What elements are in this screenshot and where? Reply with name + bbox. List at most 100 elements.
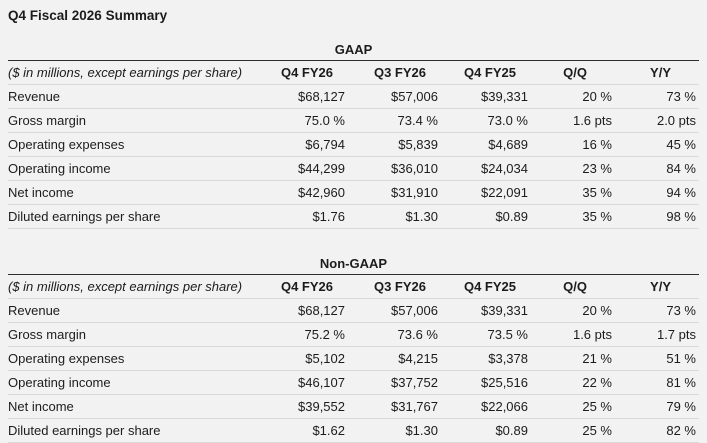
cell-value: $39,331 [441, 298, 531, 323]
cell-value: 25 % [531, 394, 615, 419]
gaap-table: ($ in millions, except earnings per shar… [8, 60, 699, 229]
row-label: Diluted earnings per share [8, 418, 248, 443]
cell-value: 98 % [615, 204, 699, 229]
table-row: Operating income $44,299 $36,010 $24,034 23 … [8, 156, 699, 181]
cell-value: 73.5 % [441, 322, 531, 347]
column-header-q3-fy26: Q3 FY26 [348, 60, 441, 85]
non-gaap-section: Non-GAAP ($ in millions, except earnings… [8, 256, 699, 443]
table-row: Net income $42,960 $31,910 $22,091 35 % 94 % [8, 180, 699, 205]
cell-value: 1.6 pts [531, 108, 615, 133]
cell-value: 20 % [531, 298, 615, 323]
cell-value: 94 % [615, 180, 699, 205]
cell-value: $68,127 [248, 298, 348, 323]
row-label: Revenue [8, 298, 248, 323]
page-title: Q4 Fiscal 2026 Summary [8, 8, 168, 23]
cell-value: $24,034 [441, 156, 531, 181]
cell-value: $57,006 [348, 84, 441, 109]
table-row: Operating expenses $5,102 $4,215 $3,378 21 %… [8, 346, 699, 371]
table-row: Revenue $68,127 $57,006 $39,331 20 % 73 % [8, 298, 699, 323]
cell-value: $6,794 [248, 132, 348, 157]
table-row: Gross margin 75.2 % 73.6 % 73.5 % 1.6 pts 1.7… [8, 322, 699, 347]
cell-value: $22,091 [441, 180, 531, 205]
column-header-y-y: Y/Y [615, 60, 699, 85]
cell-value: 51 % [615, 346, 699, 371]
cell-value: $1.62 [248, 418, 348, 443]
column-header-q-q: Q/Q [531, 60, 615, 85]
cell-value: $57,006 [348, 298, 441, 323]
cell-value: 73.4 % [348, 108, 441, 133]
table-row: Net income $39,552 $31,767 $22,066 25 % 79 % [8, 394, 699, 419]
non-gaap-section-title: Non-GAAP [319, 256, 388, 271]
cell-value: 45 % [615, 132, 699, 157]
header-row: ($ in millions, except earnings per shar… [8, 274, 699, 299]
column-header-y-y: Y/Y [615, 274, 699, 299]
cell-value: 82 % [615, 418, 699, 443]
cell-value: $25,516 [441, 370, 531, 395]
cell-value: 16 % [531, 132, 615, 157]
cell-value: 22 % [531, 370, 615, 395]
row-label: Revenue [8, 84, 248, 109]
table-units-note: ($ in millions, except earnings per shar… [8, 274, 248, 299]
cell-value: $1.76 [248, 204, 348, 229]
cell-value: $22,066 [441, 394, 531, 419]
cell-value: 75.2 % [248, 322, 348, 347]
cell-value: $1.30 [348, 418, 441, 443]
row-label: Gross margin [8, 108, 248, 133]
cell-value: $37,752 [348, 370, 441, 395]
cell-value: $1.30 [348, 204, 441, 229]
row-label: Operating income [8, 156, 248, 181]
cell-value: 84 % [615, 156, 699, 181]
column-header-q4-fy26: Q4 FY26 [248, 274, 348, 299]
row-label: Gross margin [8, 322, 248, 347]
table-row: Operating expenses $6,794 $5,839 $4,689 16 %… [8, 132, 699, 157]
cell-value: 35 % [531, 180, 615, 205]
cell-value: 20 % [531, 84, 615, 109]
cell-value: $31,910 [348, 180, 441, 205]
cell-value: 73.0 % [441, 108, 531, 133]
cell-value: $44,299 [248, 156, 348, 181]
table-row: Revenue $68,127 $57,006 $39,331 20 % 73 % [8, 84, 699, 109]
cell-value: $36,010 [348, 156, 441, 181]
cell-value: $5,839 [348, 132, 441, 157]
table-row: Gross margin 75.0 % 73.4 % 73.0 % 1.6 pts 2.0… [8, 108, 699, 133]
gaap-section: GAAP ($ in millions, except earnings per… [8, 42, 699, 229]
row-label: Net income [8, 180, 248, 205]
cell-value: $5,102 [248, 346, 348, 371]
row-label: Operating expenses [8, 346, 248, 371]
table-row: Diluted earnings per share $1.76 $1.30 $0.8… [8, 204, 699, 229]
cell-value: 23 % [531, 156, 615, 181]
non-gaap-table: ($ in millions, except earnings per shar… [8, 274, 699, 443]
cell-value: 25 % [531, 418, 615, 443]
cell-value: 73 % [615, 298, 699, 323]
column-header-q4-fy25: Q4 FY25 [441, 274, 531, 299]
column-header-q3-fy26: Q3 FY26 [348, 274, 441, 299]
cell-value: $39,331 [441, 84, 531, 109]
cell-value: $0.89 [441, 204, 531, 229]
table-units-note: ($ in millions, except earnings per shar… [8, 60, 248, 85]
cell-value: 81 % [615, 370, 699, 395]
cell-value: $46,107 [248, 370, 348, 395]
cell-value: 21 % [531, 346, 615, 371]
cell-value: 73 % [615, 84, 699, 109]
cell-value: 79 % [615, 394, 699, 419]
row-label: Operating expenses [8, 132, 248, 157]
cell-value: 75.0 % [248, 108, 348, 133]
cell-value: 2.0 pts [615, 108, 699, 133]
cell-value: $68,127 [248, 84, 348, 109]
table-row: Diluted earnings per share $1.62 $1.30 $0.8… [8, 418, 699, 443]
cell-value: $4,215 [348, 346, 441, 371]
gaap-section-title: GAAP [334, 42, 373, 57]
cell-value: 1.6 pts [531, 322, 615, 347]
cell-value: 1.7 pts [615, 322, 699, 347]
cell-value: $31,767 [348, 394, 441, 419]
row-label: Operating income [8, 370, 248, 395]
cell-value: 73.6 % [348, 322, 441, 347]
column-header-q4-fy26: Q4 FY26 [248, 60, 348, 85]
cell-value: $39,552 [248, 394, 348, 419]
cell-value: $0.89 [441, 418, 531, 443]
header-row: ($ in millions, except earnings per shar… [8, 60, 699, 85]
column-header-q4-fy25: Q4 FY25 [441, 60, 531, 85]
cell-value: $4,689 [441, 132, 531, 157]
row-label: Net income [8, 394, 248, 419]
table-row: Operating income $46,107 $37,752 $25,516 22 … [8, 370, 699, 395]
